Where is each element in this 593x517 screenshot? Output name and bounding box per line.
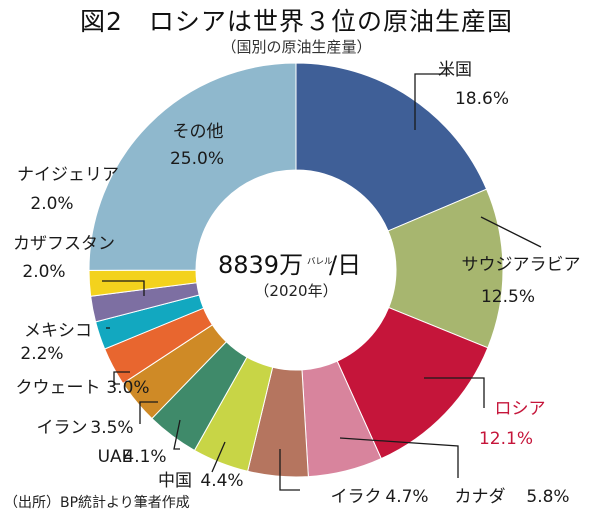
label-6-value: 4.1%: [123, 447, 166, 467]
leader-line-10: [102, 280, 145, 296]
label-6-name: UAE: [98, 447, 133, 467]
label-5-value: 4.4%: [200, 471, 243, 491]
label-0-value: 18.6%: [455, 89, 509, 109]
label-1-value: 12.5%: [481, 287, 535, 307]
label-12-value: 25.0%: [170, 149, 224, 169]
label-8-name: クウェート: [16, 378, 101, 398]
label-10-value: 2.0%: [22, 262, 65, 282]
label-8-value: 3.0%: [106, 378, 149, 398]
leader-line-8: [113, 371, 130, 385]
leader-line-6: [173, 419, 181, 450]
leader-line-4: [279, 449, 300, 491]
label-4-name: イラク: [331, 487, 382, 507]
center-year: （2020年）: [254, 282, 337, 300]
label-0-name: 米国: [438, 60, 472, 80]
label-7-value: 3.5%: [90, 418, 133, 438]
label-12-name: その他: [173, 122, 224, 142]
label-2-name: ロシア: [495, 399, 546, 419]
donut-hole: [196, 170, 396, 370]
leader-line-0: [414, 73, 450, 130]
leader-line-3: [339, 437, 459, 478]
label-7-name: イラン: [37, 418, 88, 438]
center-unit-barrel: バレル: [307, 257, 333, 267]
leader-line-1: [480, 216, 542, 248]
label-3-name: カナダ: [455, 487, 506, 507]
chart-title: 図2 ロシアは世界３位の原油生産国: [80, 7, 513, 36]
label-11-value: 2.0%: [30, 194, 73, 214]
label-3-value: 5.8%: [526, 487, 569, 507]
label-4-value: 4.7%: [385, 487, 428, 507]
label-2-value: 12.1%: [479, 429, 533, 449]
leader-line-2: [424, 377, 485, 408]
chart-subtitle: （国別の原油生産量）: [221, 38, 372, 56]
leader-line-7: [139, 401, 158, 424]
label-10-name: カザフスタン: [13, 234, 115, 254]
label-11-name: ナイジェリア: [17, 165, 119, 185]
label-9-value: 2.2%: [20, 344, 63, 364]
label-9-name: メキシコ: [24, 321, 92, 341]
label-1-name: サウジアラビア: [462, 255, 581, 275]
source-note: （出所）BP統計より筆者作成: [4, 495, 190, 511]
slice-0: [295, 62, 488, 232]
leader-line-5: [211, 441, 226, 473]
center-total-value: 8839万: [218, 251, 303, 279]
center-unit-per-day: /日: [329, 251, 361, 279]
label-5-name: 中国: [158, 471, 192, 491]
